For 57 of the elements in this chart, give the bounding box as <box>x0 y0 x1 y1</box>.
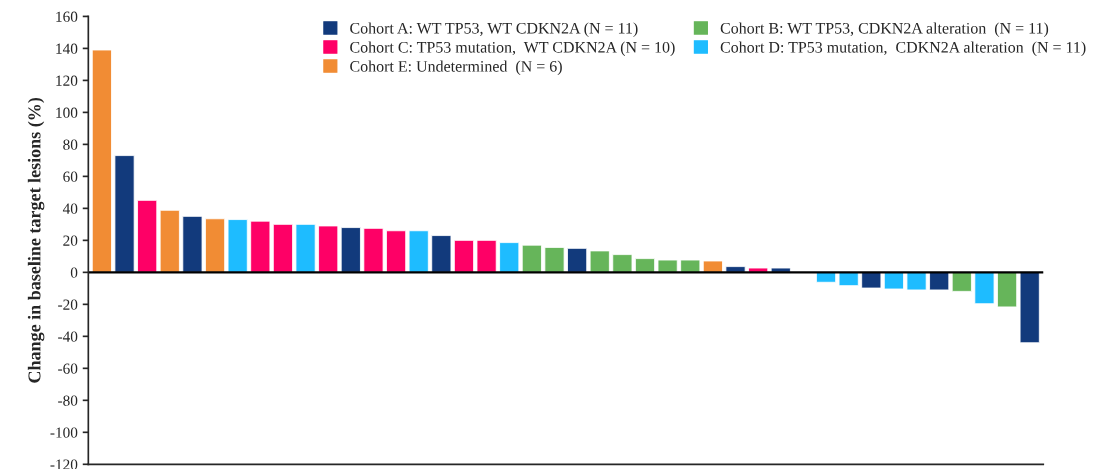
bar <box>612 254 633 273</box>
y-tick-label: -40 <box>58 331 78 342</box>
bar <box>521 244 542 273</box>
bar <box>205 218 226 273</box>
bar <box>318 225 339 273</box>
bar <box>431 235 452 273</box>
bar <box>657 259 678 273</box>
y-tick-label: 100 <box>56 107 78 118</box>
bar <box>114 155 135 273</box>
bar <box>861 271 882 289</box>
y-tick-label: 140 <box>56 43 78 54</box>
bar <box>838 271 859 287</box>
bar <box>680 259 701 273</box>
y-tick-label: 160 <box>56 11 78 22</box>
y-axis-title: Change in baseline target lesions (%) <box>27 97 45 383</box>
bar <box>137 199 158 273</box>
bar <box>951 271 972 292</box>
bar <box>227 219 248 273</box>
bar <box>295 223 316 273</box>
bar <box>250 220 271 273</box>
bar <box>544 246 565 273</box>
y-tick-label: 60 <box>63 171 78 182</box>
bar <box>386 230 407 273</box>
bar <box>567 247 588 273</box>
bar <box>182 215 203 273</box>
y-tick-label: -80 <box>58 395 78 406</box>
bar <box>1019 271 1040 344</box>
bar <box>974 271 995 305</box>
legend-label: Cohort D: TP53 mutation, CDKN2A alteration (N = 11) <box>720 41 1086 56</box>
y-tick-label: 80 <box>63 139 78 150</box>
legend-label: Cohort E: Undetermined (N = 6) <box>350 60 562 75</box>
bar <box>929 271 950 291</box>
y-tick-label: 40 <box>62 203 78 214</box>
legend-label: Cohort A: WT TP53, WT CDKN2A (N = 11) <box>350 22 638 37</box>
bar <box>363 227 384 273</box>
y-tick-label: -20 <box>58 299 78 310</box>
y-tick-label: 20 <box>63 235 78 246</box>
bar <box>702 260 723 273</box>
bar <box>883 271 904 290</box>
bar <box>589 250 610 273</box>
y-tick-label: 0 <box>70 267 78 278</box>
legend-label: Cohort B: WT TP53, CDKN2A alteration (N = 11) <box>720 22 1049 37</box>
legend-label: Cohort C: TP53 mutation, WT CDKN2A (N = 10) <box>350 41 675 56</box>
bar <box>499 242 520 273</box>
bar <box>997 271 1018 308</box>
y-tick-label: -120 <box>50 459 78 469</box>
bar <box>408 230 429 273</box>
bar <box>91 49 112 273</box>
bar <box>453 239 475 273</box>
bar <box>272 223 293 273</box>
y-tick-label: 120 <box>56 75 78 86</box>
bar <box>340 227 361 273</box>
bar <box>476 239 497 273</box>
bar <box>906 271 927 291</box>
y-tick-label: -60 <box>58 363 78 374</box>
bar <box>159 209 180 273</box>
y-tick-label: -100 <box>50 427 78 438</box>
